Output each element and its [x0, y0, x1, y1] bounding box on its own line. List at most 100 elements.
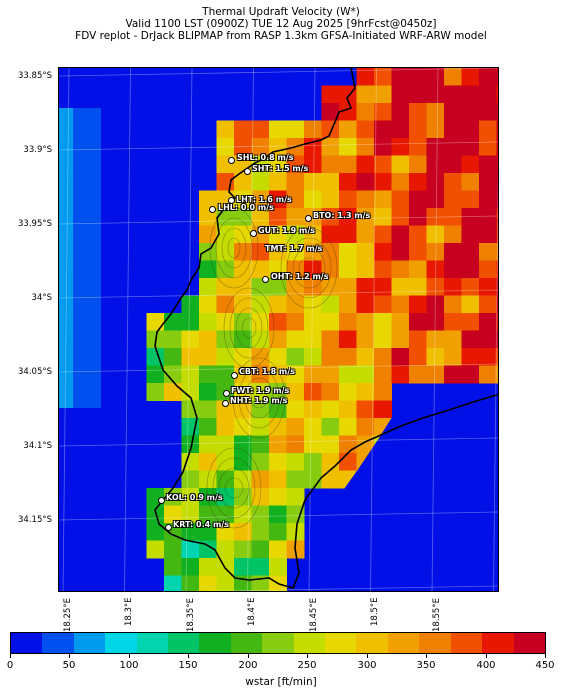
field-cell	[391, 243, 410, 261]
field-cell	[409, 155, 427, 174]
field-cell	[234, 453, 252, 471]
field-cell	[444, 138, 462, 156]
field-cell	[444, 278, 462, 296]
field-cell	[356, 173, 375, 191]
station-marker[interactable]	[262, 276, 269, 283]
terrain-contour	[292, 247, 326, 289]
field-cell	[234, 435, 252, 454]
field-cell	[356, 208, 375, 226]
station-marker[interactable]	[209, 206, 216, 213]
field-cell	[304, 190, 322, 209]
field-cell	[286, 523, 305, 541]
field-cell	[374, 138, 392, 156]
field-cell	[304, 330, 322, 349]
field-cell	[409, 103, 427, 121]
field-cell	[321, 85, 340, 104]
station-marker[interactable]	[222, 400, 229, 407]
lon-label-18-4: 18.4°E	[247, 597, 257, 626]
field-cell	[356, 313, 375, 331]
field-cell	[374, 173, 392, 191]
field-cell	[321, 295, 340, 314]
field-cell	[496, 295, 498, 314]
field-cell	[339, 208, 357, 226]
field-cell	[391, 68, 410, 86]
field-cell	[479, 85, 497, 104]
station-marker[interactable]	[228, 157, 235, 164]
field-cell	[496, 260, 498, 279]
field-cell	[444, 85, 462, 104]
field-cell	[409, 243, 427, 261]
field-cell	[479, 243, 497, 261]
field-cell	[496, 208, 498, 226]
field-cell	[374, 383, 392, 401]
colorbar-swatch	[42, 633, 74, 653]
field-cell	[356, 400, 375, 419]
field-cell	[251, 540, 270, 559]
field-cell	[269, 558, 287, 576]
field-cell	[356, 138, 375, 156]
field-cell	[461, 330, 480, 349]
field-cell	[199, 523, 217, 541]
parallel-gridline	[59, 141, 498, 151]
field-cell	[146, 348, 165, 366]
field-cell	[496, 173, 498, 191]
field-cell	[479, 348, 497, 366]
station-marker[interactable]	[244, 168, 251, 175]
map-panel[interactable]	[58, 67, 499, 592]
field-cell	[391, 330, 410, 349]
station-marker[interactable]	[231, 372, 238, 379]
field-cell	[356, 365, 375, 384]
field-cell	[181, 295, 200, 314]
field-cell	[269, 523, 287, 541]
field-cell	[339, 418, 357, 436]
field-cell	[461, 173, 480, 191]
station-marker[interactable]	[228, 197, 235, 204]
meridian-gridline	[124, 68, 131, 591]
station-marker[interactable]	[250, 230, 257, 237]
field-cell	[269, 435, 287, 454]
station-marker[interactable]	[158, 497, 165, 504]
field-cell	[199, 418, 217, 436]
lon-label-18-45: 18.45°E	[309, 598, 319, 632]
field-cell	[234, 173, 252, 191]
field-cell	[426, 138, 445, 156]
station-marker[interactable]	[165, 524, 172, 531]
field-cell	[339, 190, 357, 209]
parallel-gridline	[59, 289, 498, 299]
field-cell	[251, 400, 270, 419]
field-cell	[391, 260, 410, 279]
field-cell	[461, 365, 480, 384]
field-cell	[321, 453, 340, 471]
field-cell	[409, 68, 427, 86]
station-marker[interactable]	[305, 215, 312, 222]
field-cell	[181, 383, 200, 401]
field-cell	[304, 313, 322, 331]
field-cell	[234, 505, 252, 524]
field-cell	[321, 470, 340, 489]
field-cell	[269, 225, 287, 244]
field-cell	[164, 365, 182, 384]
field-cell	[444, 225, 462, 244]
field-cell	[496, 103, 498, 121]
field-cell	[269, 190, 287, 209]
field-cell	[356, 243, 375, 261]
station-label-lhl: LHL: 0.0 m/s	[218, 203, 274, 212]
station-label-bto: BTO: 1.3 m/s	[313, 211, 371, 220]
field-cell	[216, 400, 235, 419]
lat-label-34-15: 34.15°S	[18, 515, 52, 525]
field-cell	[426, 155, 445, 174]
station-marker[interactable]	[223, 390, 230, 397]
field-cell	[234, 278, 252, 296]
field-cell	[199, 330, 217, 349]
field-cell	[251, 155, 270, 174]
field-cell	[339, 400, 357, 419]
terrain-contour	[209, 207, 259, 289]
field-cell	[356, 103, 375, 121]
field-cell	[269, 173, 287, 191]
field-cell	[339, 453, 357, 471]
field-cell	[216, 488, 235, 506]
colorbar-tick: 200	[238, 660, 258, 671]
field-cell	[391, 208, 410, 226]
field-cell	[216, 575, 235, 591]
lat-label-33-9: 33.9°S	[23, 145, 52, 155]
